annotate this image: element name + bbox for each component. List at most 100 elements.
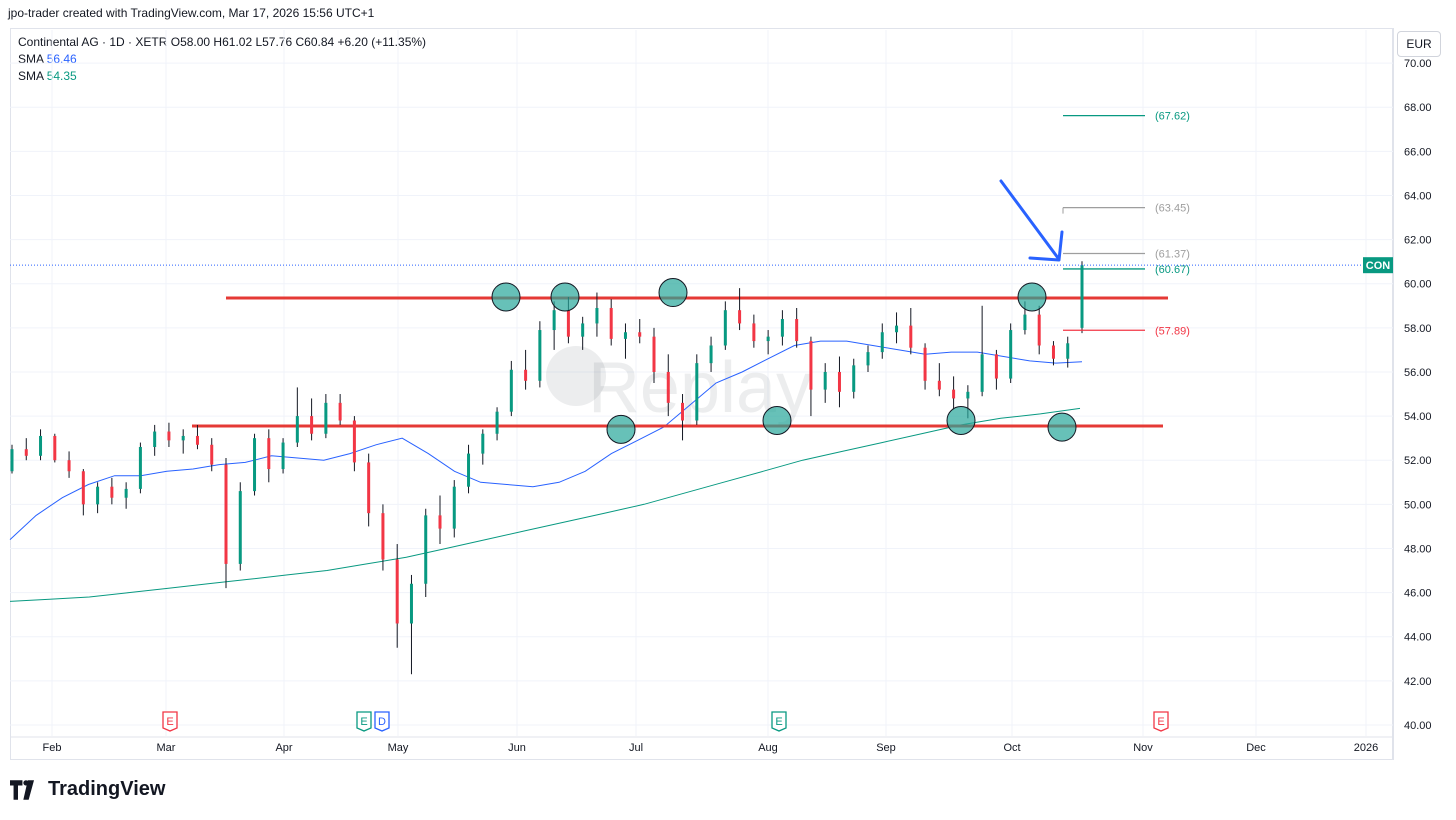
candle-body[interactable] [1009, 330, 1013, 379]
touch-highlight-circle[interactable] [606, 414, 636, 444]
candle-body[interactable] [837, 371, 841, 392]
candle-body[interactable] [224, 464, 228, 564]
candle-body[interactable] [381, 513, 385, 560]
candle-body[interactable] [895, 325, 899, 333]
candle-body[interactable] [409, 583, 413, 624]
candle-body[interactable] [623, 332, 627, 339]
candle-body[interactable] [581, 323, 585, 337]
candle-body[interactable] [752, 323, 756, 342]
candle-body[interactable] [53, 435, 57, 461]
candle-body[interactable] [937, 380, 941, 390]
candle-body[interactable] [481, 433, 485, 454]
symbol-row[interactable]: Continental AG · 1D · XETR O58.00 H61.02… [18, 34, 426, 51]
touch-highlight-circle[interactable] [1047, 412, 1077, 442]
candle-body[interactable] [795, 319, 799, 342]
event-marker[interactable] [356, 711, 372, 732]
candle-body[interactable] [809, 341, 813, 390]
candle-body[interactable] [495, 411, 499, 434]
touch-highlight-circle[interactable] [1017, 282, 1047, 312]
annotation-arrow-icon[interactable] [999, 179, 1060, 260]
candle-body[interactable] [923, 347, 927, 381]
candle-body[interactable] [609, 307, 613, 339]
candle-body[interactable] [438, 515, 442, 529]
chart-frame[interactable] [10, 28, 1393, 760]
candle-body[interactable] [852, 365, 856, 392]
candle-body[interactable] [110, 486, 114, 498]
candle-body[interactable] [96, 486, 100, 505]
candle-body[interactable] [1066, 343, 1070, 359]
candle-body[interactable] [695, 363, 699, 421]
candle-body[interactable] [181, 435, 185, 441]
candle-body[interactable] [709, 345, 713, 364]
candle-body[interactable] [738, 310, 742, 324]
candle-body[interactable] [866, 352, 870, 366]
candle-body[interactable] [681, 402, 685, 421]
candle-body[interactable] [1023, 314, 1027, 331]
candle-body[interactable] [281, 442, 285, 470]
candle-body[interactable] [509, 369, 513, 412]
candle-body[interactable] [39, 435, 43, 456]
candle-body[interactable] [238, 491, 242, 564]
candle-body[interactable] [966, 391, 970, 399]
candle-body[interactable] [524, 369, 528, 381]
event-marker[interactable] [1153, 711, 1169, 732]
candle-body[interactable] [210, 444, 214, 465]
candle-body[interactable] [167, 431, 171, 441]
candle-body[interactable] [338, 402, 342, 421]
sma-slow-row[interactable]: SMA 54.35 [18, 68, 426, 85]
touch-highlight-circle[interactable] [491, 282, 521, 312]
touch-highlight-circle[interactable] [658, 278, 688, 308]
candle-body[interactable] [195, 435, 199, 445]
candle-body[interactable] [310, 416, 314, 434]
candle-body[interactable] [24, 449, 28, 456]
candle-body[interactable] [452, 486, 456, 529]
symbol-title[interactable]: Continental AG · 1D · XETR [18, 35, 168, 49]
ticker-price-tag[interactable] [1363, 257, 1393, 274]
candle-body[interactable] [367, 462, 371, 514]
sma-fast-row[interactable]: SMA 56.46 [18, 51, 426, 68]
candle-body[interactable] [352, 420, 356, 463]
price-chart[interactable]: 70.00 68.00 66.00 64.00 62.00 60.00 58.00 56.00… [0, 0, 1456, 770]
candle-body[interactable] [124, 488, 128, 498]
candle-body[interactable] [552, 310, 556, 331]
candle-body[interactable] [909, 325, 913, 348]
touch-highlight-circle[interactable] [762, 406, 792, 436]
touch-highlight-circle[interactable] [946, 406, 976, 436]
candle-body[interactable] [994, 354, 998, 379]
candle-body[interactable] [153, 431, 157, 447]
candle-body[interactable] [780, 319, 784, 337]
candle-body[interactable] [253, 438, 257, 492]
candle-body[interactable] [138, 446, 142, 489]
touch-highlight-circle[interactable] [550, 282, 580, 312]
candle-body[interactable] [566, 310, 570, 337]
replay-watermark-icon [546, 346, 606, 406]
event-marker[interactable] [162, 711, 178, 732]
candle-body[interactable] [595, 307, 599, 324]
event-marker[interactable] [771, 711, 787, 732]
candle-body[interactable] [652, 336, 656, 372]
candle-body[interactable] [295, 416, 299, 443]
candle-body[interactable] [1037, 314, 1041, 346]
tradingview-logo[interactable]: TradingView [10, 778, 165, 801]
candle-body[interactable] [666, 371, 670, 403]
candle-body[interactable] [424, 515, 428, 584]
candle-body[interactable] [980, 354, 984, 392]
event-marker[interactable] [374, 711, 390, 732]
candle-body[interactable] [1051, 345, 1055, 359]
candle-body[interactable] [1080, 265, 1084, 328]
candle-body[interactable] [766, 336, 770, 342]
candle-body[interactable] [638, 332, 642, 337]
candle-body[interactable] [81, 471, 85, 505]
candle-body[interactable] [538, 330, 542, 381]
currency-button[interactable]: EUR [1397, 31, 1441, 57]
candle-body[interactable] [723, 310, 727, 346]
candle-body[interactable] [880, 332, 884, 353]
candle-body[interactable] [10, 449, 14, 472]
candle-body[interactable] [823, 371, 827, 390]
candle-body[interactable] [395, 559, 399, 624]
candle-body[interactable] [267, 438, 271, 470]
candle-body[interactable] [67, 460, 71, 472]
candle-body[interactable] [467, 453, 471, 487]
candle-body[interactable] [324, 402, 328, 434]
candle-body[interactable] [952, 389, 956, 399]
